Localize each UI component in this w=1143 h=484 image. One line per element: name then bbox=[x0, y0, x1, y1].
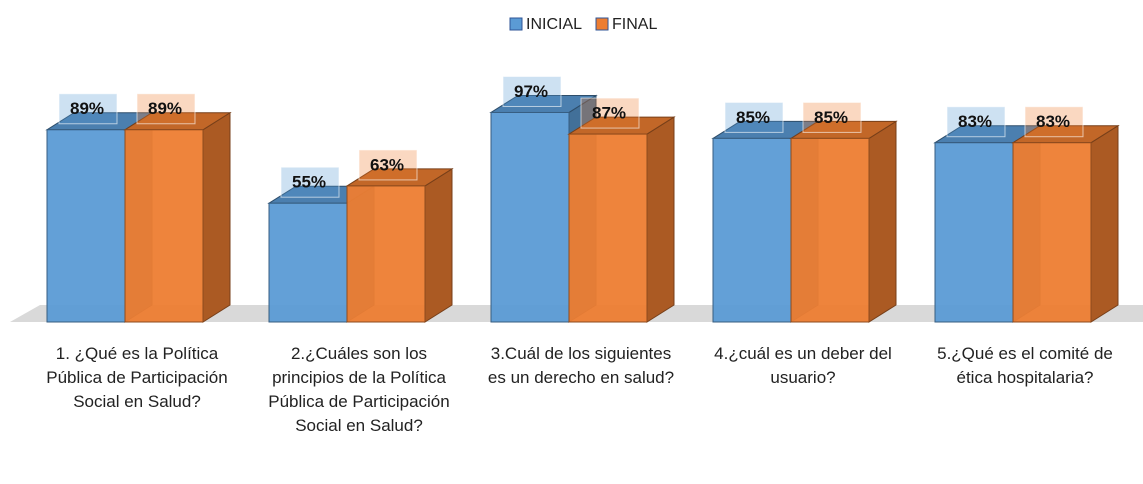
value-label: 97% bbox=[514, 82, 548, 101]
legend-swatch bbox=[595, 17, 609, 31]
bar-side bbox=[1090, 124, 1119, 323]
category-label: 3.Cuál de los siguientes es un derecho e… bbox=[487, 344, 675, 387]
value-label: 87% bbox=[592, 104, 626, 123]
value-label: 63% bbox=[370, 155, 404, 174]
category-label: 5.¿Qué es el comité de ética hospitalari… bbox=[937, 344, 1113, 387]
bar bbox=[934, 142, 1014, 323]
bar bbox=[712, 137, 792, 323]
bar-side bbox=[868, 120, 897, 323]
value-label-box bbox=[946, 106, 1006, 138]
value-label-box bbox=[358, 149, 418, 181]
legend-label: INICIAL bbox=[526, 16, 582, 33]
value-label-box bbox=[1024, 106, 1084, 138]
bar bbox=[346, 185, 426, 323]
value-label-box bbox=[280, 166, 340, 198]
value-label-box bbox=[58, 93, 118, 125]
bar bbox=[790, 137, 870, 323]
value-label-box bbox=[580, 97, 640, 129]
value-label: 83% bbox=[958, 112, 992, 131]
bar bbox=[268, 202, 348, 323]
bar bbox=[124, 129, 204, 323]
bar-side bbox=[646, 116, 675, 323]
category-label: 2.¿Cuáles son los principios de la Polít… bbox=[268, 344, 450, 435]
value-label: 85% bbox=[736, 108, 770, 127]
value-label-box bbox=[802, 101, 862, 133]
value-label: 89% bbox=[148, 99, 182, 118]
bar bbox=[490, 111, 570, 323]
value-label-box bbox=[136, 93, 196, 125]
bar bbox=[1012, 142, 1092, 323]
bar-side bbox=[202, 111, 231, 323]
legend-label: FINAL bbox=[612, 16, 657, 33]
category-label: 4.¿cuál es un deber del usuario? bbox=[714, 344, 892, 387]
bar-side bbox=[424, 168, 453, 323]
value-label-box bbox=[502, 75, 562, 107]
value-label: 83% bbox=[1036, 112, 1070, 131]
value-label: 55% bbox=[292, 173, 326, 192]
value-label: 89% bbox=[70, 99, 104, 118]
value-label: 85% bbox=[814, 108, 848, 127]
category-label: 1. ¿Qué es la Política Pública de Partic… bbox=[46, 344, 228, 411]
bar bbox=[46, 129, 126, 323]
legend-swatch bbox=[509, 17, 523, 31]
bar bbox=[568, 133, 648, 323]
value-label-box bbox=[724, 101, 784, 133]
